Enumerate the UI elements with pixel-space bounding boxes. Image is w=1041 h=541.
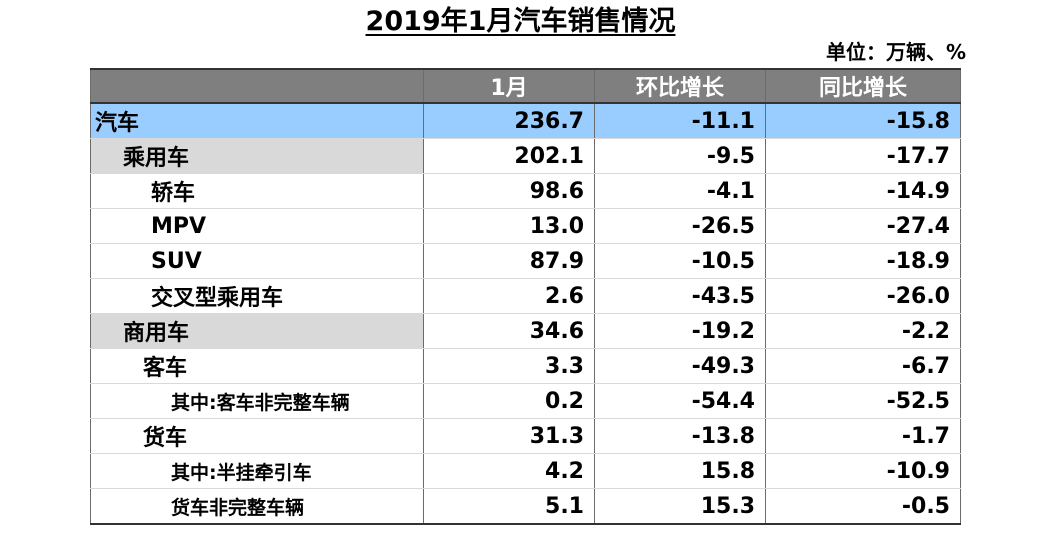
row-mom-value: -9.5	[594, 138, 766, 174]
row-yoy-value: -15.8	[765, 102, 961, 139]
row-mom-value: -54.4	[594, 383, 766, 419]
row-name: 其中:半挂牵引车	[90, 453, 424, 489]
row-month-value: 2.6	[423, 278, 595, 314]
row-yoy-value: -10.9	[765, 453, 961, 489]
table-row-total: 汽车 236.7 -11.1 -15.8	[90, 102, 961, 139]
row-mom-value: 15.8	[594, 453, 766, 489]
table-row: 交叉型乘用车 2.6 -43.5 -26.0	[90, 278, 961, 314]
table-row: 轿车 98.6 -4.1 -14.9	[90, 173, 961, 209]
row-yoy-value: -1.7	[765, 418, 961, 454]
row-month-value: 98.6	[423, 173, 595, 209]
sales-table: 1月 环比增长 同比增长 汽车 236.7 -11.1 -15.8 乘用车 20…	[90, 68, 961, 525]
row-month-value: 87.9	[423, 243, 595, 279]
unit-label: 单位：万辆、%	[825, 40, 966, 64]
table-row: 货车非完整车辆 5.1 15.3 -0.5	[90, 488, 961, 525]
row-name: 其中:客车非完整车辆	[90, 383, 424, 419]
row-month-value: 0.2	[423, 383, 595, 419]
table-row: 货车 31.3 -13.8 -1.7	[90, 418, 961, 454]
header-month: 1月	[423, 68, 595, 104]
header-category	[90, 68, 424, 104]
row-yoy-value: -18.9	[765, 243, 961, 279]
row-mom-value: -11.1	[594, 102, 766, 139]
table-row: 客车 3.3 -49.3 -6.7	[90, 348, 961, 384]
row-yoy-value: -0.5	[765, 488, 961, 525]
row-yoy-value: -14.9	[765, 173, 961, 209]
table-row-category: 乘用车 202.1 -9.5 -17.7	[90, 138, 961, 174]
row-mom-value: -26.5	[594, 208, 766, 244]
row-name: 乘用车	[90, 138, 424, 174]
row-name: 货车非完整车辆	[90, 488, 424, 525]
row-month-value: 3.3	[423, 348, 595, 384]
table-row: 其中:客车非完整车辆 0.2 -54.4 -52.5	[90, 383, 961, 419]
row-name: SUV	[90, 243, 424, 279]
row-month-value: 5.1	[423, 488, 595, 525]
table-row-category: 商用车 34.6 -19.2 -2.2	[90, 313, 961, 349]
row-yoy-value: -6.7	[765, 348, 961, 384]
row-yoy-value: -52.5	[765, 383, 961, 419]
row-mom-value: -49.3	[594, 348, 766, 384]
row-name: 客车	[90, 348, 424, 384]
row-month-value: 236.7	[423, 102, 595, 139]
table-row: 其中:半挂牵引车 4.2 15.8 -10.9	[90, 453, 961, 489]
row-month-value: 202.1	[423, 138, 595, 174]
table-row: SUV 87.9 -10.5 -18.9	[90, 243, 961, 279]
page-title-text: 2019年1月汽车销售情况	[365, 6, 676, 37]
row-name: 货车	[90, 418, 424, 454]
row-month-value: 31.3	[423, 418, 595, 454]
row-mom-value: -19.2	[594, 313, 766, 349]
row-name: MPV	[90, 208, 424, 244]
row-mom-value: 15.3	[594, 488, 766, 525]
row-yoy-value: -26.0	[765, 278, 961, 314]
row-mom-value: -43.5	[594, 278, 766, 314]
page-title: 2019年1月汽车销售情况	[0, 4, 1041, 40]
row-mom-value: -4.1	[594, 173, 766, 209]
row-mom-value: -10.5	[594, 243, 766, 279]
row-name: 交叉型乘用车	[90, 278, 424, 314]
table-row: MPV 13.0 -26.5 -27.4	[90, 208, 961, 244]
row-mom-value: -13.8	[594, 418, 766, 454]
row-month-value: 34.6	[423, 313, 595, 349]
table-header-row: 1月 环比增长 同比增长	[90, 68, 961, 104]
row-yoy-value: -2.2	[765, 313, 961, 349]
row-name: 汽车	[90, 102, 424, 139]
row-yoy-value: -17.7	[765, 138, 961, 174]
row-name: 轿车	[90, 173, 424, 209]
row-name: 商用车	[90, 313, 424, 349]
header-mom-growth: 环比增长	[594, 68, 766, 104]
row-yoy-value: -27.4	[765, 208, 961, 244]
row-month-value: 4.2	[423, 453, 595, 489]
row-month-value: 13.0	[423, 208, 595, 244]
header-yoy-growth: 同比增长	[765, 68, 961, 104]
